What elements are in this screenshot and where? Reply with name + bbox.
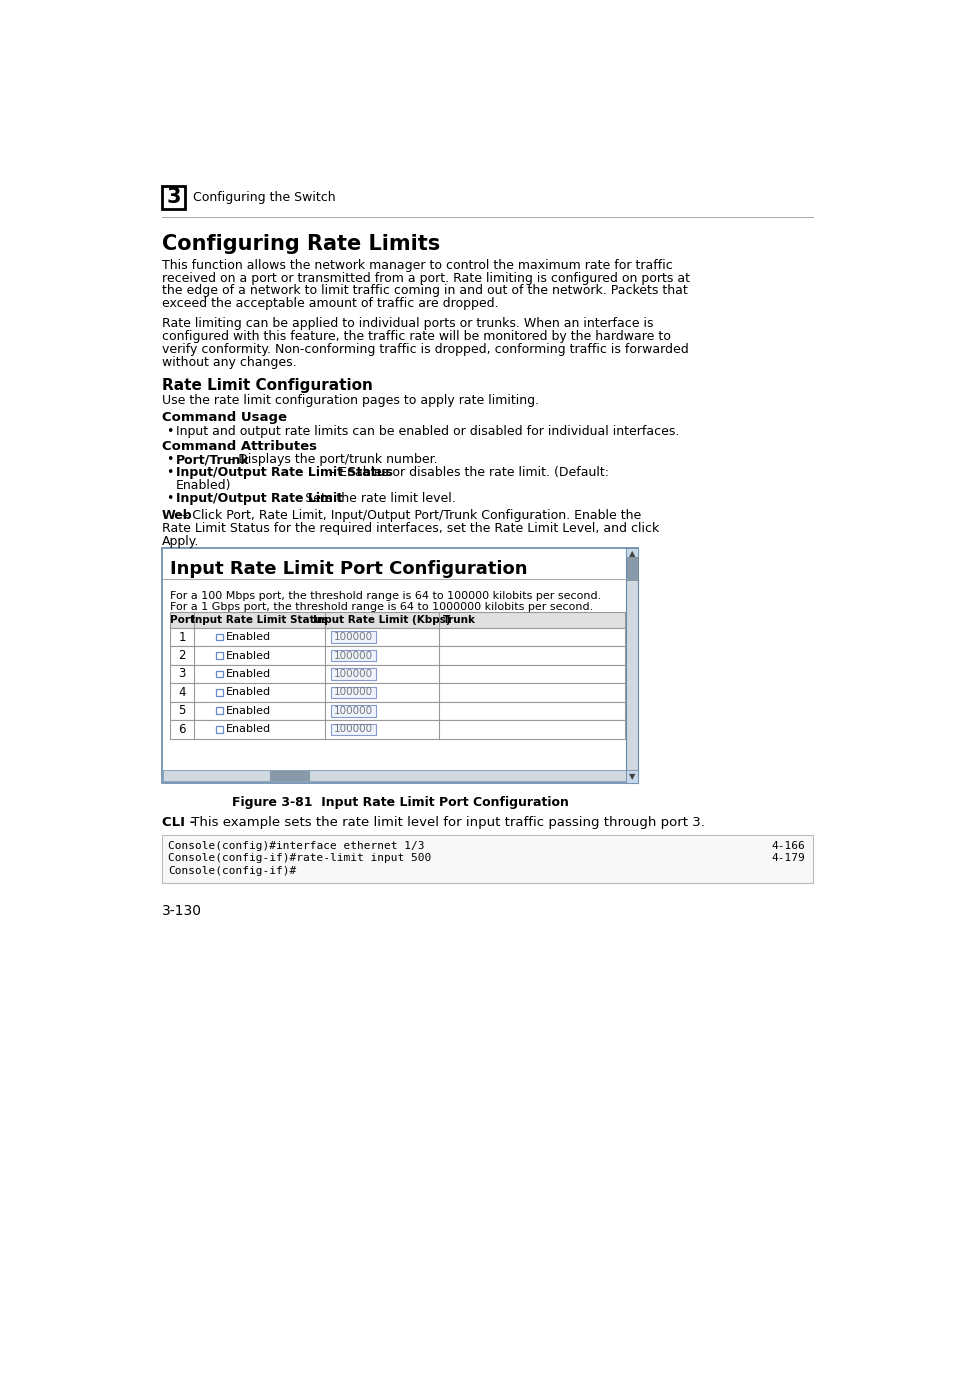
- Text: Rate Limit Status for the required interfaces, set the Rate Limit Level, and cli: Rate Limit Status for the required inter…: [162, 522, 659, 536]
- Text: Enabled: Enabled: [225, 706, 271, 716]
- Text: Apply.: Apply.: [162, 536, 199, 548]
- Bar: [625, 548, 638, 559]
- Text: verify conformity. Non-conforming traffic is dropped, conforming traffic is forw: verify conformity. Non-conforming traffi…: [162, 343, 688, 355]
- Text: – Sets the rate limit level.: – Sets the rate limit level.: [291, 493, 455, 505]
- Text: Port/Trunk: Port/Trunk: [175, 452, 249, 466]
- Text: •: •: [167, 452, 173, 466]
- Text: 100000: 100000: [334, 651, 373, 661]
- Text: Console(config-if)#: Console(config-if)#: [168, 866, 296, 876]
- Bar: [162, 548, 638, 783]
- Bar: [216, 633, 223, 640]
- Text: 4: 4: [178, 686, 186, 700]
- Text: received on a port or transmitted from a port. Rate limiting is configured on po: received on a port or transmitted from a…: [162, 272, 689, 285]
- Bar: [170, 720, 624, 738]
- Text: Console(config)#interface ethernet 1/3: Console(config)#interface ethernet 1/3: [168, 841, 424, 851]
- Bar: [216, 652, 223, 659]
- Text: Enabled: Enabled: [225, 669, 271, 679]
- Bar: [162, 186, 185, 210]
- Text: Enabled: Enabled: [225, 632, 271, 643]
- Bar: [170, 665, 624, 683]
- Text: Enabled: Enabled: [225, 687, 271, 698]
- Text: Rate Limit Configuration: Rate Limit Configuration: [162, 378, 373, 393]
- Text: Input Rate Limit Port Configuration: Input Rate Limit Port Configuration: [170, 559, 527, 577]
- Text: ▲: ▲: [628, 550, 635, 558]
- Bar: [170, 612, 624, 627]
- Text: Input/Output Rate Limit: Input/Output Rate Limit: [175, 493, 342, 505]
- Bar: [216, 726, 223, 733]
- Text: the edge of a network to limit traffic coming in and out of the network. Packets: the edge of a network to limit traffic c…: [162, 285, 687, 297]
- Bar: [170, 702, 624, 720]
- Text: Configuring Rate Limits: Configuring Rate Limits: [162, 235, 439, 254]
- Text: 100000: 100000: [334, 706, 373, 716]
- Text: This example sets the rate limit level for input traffic passing through port 3.: This example sets the rate limit level f…: [187, 816, 704, 830]
- Text: Trunk: Trunk: [442, 615, 476, 625]
- Bar: [331, 705, 375, 716]
- Text: 5: 5: [178, 705, 186, 718]
- Text: •: •: [167, 493, 173, 505]
- Text: Rate limiting can be applied to individual ports or trunks. When an interface is: Rate limiting can be applied to individu…: [162, 318, 653, 330]
- Text: 3: 3: [166, 187, 180, 207]
- Text: This function allows the network manager to control the maximum rate for traffic: This function allows the network manager…: [162, 260, 672, 272]
- Bar: [625, 548, 638, 783]
- Text: Input/Output Rate Limit Status: Input/Output Rate Limit Status: [175, 466, 393, 479]
- Text: Web: Web: [162, 509, 193, 522]
- Text: Input Rate Limit (Kbps): Input Rate Limit (Kbps): [313, 615, 451, 625]
- Bar: [331, 668, 375, 680]
- Bar: [170, 627, 624, 647]
- Text: Use the rate limit configuration pages to apply rate limiting.: Use the rate limit configuration pages t…: [162, 394, 538, 408]
- Bar: [625, 770, 638, 783]
- Bar: [331, 687, 375, 698]
- Text: For a 1 Gbps port, the threshold range is 64 to 1000000 kilobits per second.: For a 1 Gbps port, the threshold range i…: [170, 601, 592, 612]
- Text: 1: 1: [178, 630, 186, 644]
- Text: Configuring the Switch: Configuring the Switch: [193, 192, 335, 204]
- Text: Enabled): Enabled): [175, 479, 231, 493]
- Bar: [216, 708, 223, 715]
- Text: •: •: [167, 466, 173, 479]
- Text: 100000: 100000: [334, 687, 373, 698]
- Bar: [216, 688, 223, 695]
- Text: Command Attributes: Command Attributes: [162, 440, 316, 452]
- Text: 3: 3: [178, 668, 186, 680]
- Text: Input Rate Limit Status: Input Rate Limit Status: [191, 615, 328, 625]
- Text: CLI -: CLI -: [162, 816, 195, 830]
- Text: without any changes.: without any changes.: [162, 355, 296, 369]
- Bar: [163, 770, 625, 781]
- Bar: [270, 770, 309, 780]
- Text: Command Usage: Command Usage: [162, 411, 287, 425]
- Text: configured with this feature, the traffic rate will be monitored by the hardware: configured with this feature, the traffi…: [162, 330, 670, 343]
- Text: – Enables or disables the rate limit. (Default:: – Enables or disables the rate limit. (D…: [324, 466, 608, 479]
- Bar: [216, 670, 223, 677]
- Text: 6: 6: [178, 723, 186, 736]
- Text: ▼: ▼: [628, 772, 635, 781]
- Bar: [170, 647, 624, 665]
- Text: – Displays the port/trunk number.: – Displays the port/trunk number.: [224, 452, 437, 466]
- Text: •: •: [167, 425, 173, 437]
- Bar: [170, 683, 624, 702]
- Bar: [626, 557, 637, 580]
- Text: 100000: 100000: [334, 725, 373, 734]
- Text: – Click Port, Rate Limit, Input/Output Port/Trunk Configuration. Enable the: – Click Port, Rate Limit, Input/Output P…: [182, 509, 640, 522]
- Bar: [331, 632, 375, 643]
- Text: Input and output rate limits can be enabled or disabled for individual interface: Input and output rate limits can be enab…: [175, 425, 679, 437]
- Text: 100000: 100000: [334, 632, 373, 643]
- Text: Enabled: Enabled: [225, 651, 271, 661]
- Text: Figure 3-81  Input Rate Limit Port Configuration: Figure 3-81 Input Rate Limit Port Config…: [232, 797, 568, 809]
- Bar: [331, 650, 375, 661]
- Text: Enabled: Enabled: [225, 725, 271, 734]
- Text: 4-179: 4-179: [771, 854, 804, 863]
- Text: Port: Port: [170, 615, 194, 625]
- Bar: [162, 836, 812, 883]
- Text: exceed the acceptable amount of traffic are dropped.: exceed the acceptable amount of traffic …: [162, 297, 498, 310]
- Text: 100000: 100000: [334, 669, 373, 679]
- Bar: [331, 723, 375, 736]
- Text: Console(config-if)#rate-limit input 500: Console(config-if)#rate-limit input 500: [168, 854, 431, 863]
- Text: 3-130: 3-130: [162, 904, 202, 919]
- Text: For a 100 Mbps port, the threshold range is 64 to 100000 kilobits per second.: For a 100 Mbps port, the threshold range…: [170, 591, 600, 601]
- Text: 2: 2: [178, 650, 186, 662]
- Text: 4-166: 4-166: [771, 841, 804, 851]
